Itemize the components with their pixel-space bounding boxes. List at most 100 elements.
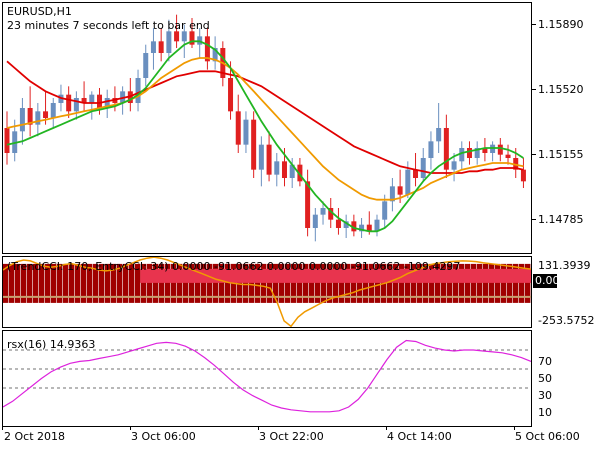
cci-histogram-bar: [87, 263, 93, 303]
cci-histogram-bar: [249, 263, 255, 303]
time-tick: [2, 426, 3, 430]
cci-histogram-bar: [69, 263, 75, 303]
cci-histogram-bar: [219, 263, 225, 303]
candle-body: [266, 144, 272, 175]
rsx-scale-label: 30: [538, 389, 552, 402]
cci-orange-line: [3, 257, 531, 327]
candle-body: [428, 141, 434, 158]
cci-histogram-bar: [45, 263, 51, 303]
cci-histogram-bar: [213, 263, 219, 303]
candle-body: [520, 169, 526, 182]
cci-histogram-bar: [261, 263, 267, 303]
rsx-scale-label: 10: [538, 406, 552, 419]
candle-body: [73, 98, 79, 112]
cci-histogram-bar: [141, 263, 147, 303]
cci-histogram-bar: [345, 263, 351, 303]
cci-histogram-bar: [405, 263, 411, 303]
rsx-header: rsx(16) 14.9363: [7, 338, 96, 351]
candle-body: [189, 31, 195, 45]
cci-histogram-bar: [123, 263, 129, 303]
rsx-indicator-panel[interactable]: rsx(16) 14.9363: [2, 330, 532, 427]
cci-histogram-bar: [99, 263, 105, 303]
cci-histogram-bar: [315, 263, 321, 303]
time-tick: [130, 426, 131, 430]
candle-body: [466, 148, 472, 158]
candle-body: [374, 219, 380, 232]
candle-body: [43, 111, 49, 118]
cci-histogram-bar: [291, 263, 297, 303]
cci-histogram-bar: [453, 263, 459, 303]
cci-header: (TrendCCI: 170, EntryCCI: 34) 0.0000 -91…: [7, 260, 461, 273]
cci-histogram-bar: [471, 263, 477, 303]
candle-body: [351, 221, 357, 232]
cci-histogram-bar: [519, 263, 525, 303]
price-label: 1.15520: [538, 83, 584, 96]
time-tick: [386, 426, 387, 430]
time-label: 5 Oct 06:00: [515, 430, 580, 443]
candle-body: [343, 221, 349, 228]
cci-histogram-bar: [15, 263, 21, 303]
cci-histogram-bar: [159, 263, 165, 303]
candle-body: [181, 31, 187, 42]
candle-body: [143, 53, 149, 78]
cci-histogram-bar: [279, 263, 285, 303]
price-label: 1.15155: [538, 148, 584, 161]
cci-histogram-bar: [483, 263, 489, 303]
green-moving-average: [6, 40, 524, 233]
cci-histogram-bar: [147, 263, 153, 303]
candle-body: [235, 111, 241, 145]
cci-histogram-bar: [447, 263, 453, 303]
cci-histogram-bar: [399, 263, 405, 303]
candle-body: [19, 108, 25, 132]
cci-histogram-bar: [273, 263, 279, 303]
cci-histogram-bar: [363, 263, 369, 303]
cci-plot: [3, 257, 531, 327]
cci-histogram-bar: [387, 263, 393, 303]
main-price-chart[interactable]: EURUSD,H1 23 minutes 7 seconds left to b…: [2, 2, 532, 254]
cci-current-value-badge: 0.00: [533, 274, 560, 288]
time-label: 2 Oct 2018: [4, 430, 66, 443]
orange-moving-average: [6, 57, 524, 201]
cci-histogram-bar: [177, 263, 183, 303]
cci-histogram-bar: [501, 263, 507, 303]
candle-body: [436, 128, 442, 142]
candle-body: [312, 214, 318, 228]
price-label: 1.14785: [538, 213, 584, 226]
cci-histogram-bar: [201, 263, 207, 303]
cci-indicator-panel[interactable]: (TrendCCI: 170, EntryCCI: 34) 0.0000 -91…: [2, 256, 532, 328]
candle-body: [150, 41, 156, 53]
cci-histogram-bar: [33, 263, 39, 303]
candle-body: [335, 219, 341, 228]
candle-body: [366, 224, 372, 232]
candle-body: [413, 169, 419, 178]
cci-histogram-bar: [129, 263, 135, 303]
cci-histogram-bar: [507, 263, 513, 303]
cci-histogram-bar: [135, 263, 141, 303]
cci-histogram-bar: [165, 263, 171, 303]
rsx-scale-label: 70: [538, 355, 552, 368]
cci-band: [140, 268, 531, 283]
candle-body: [174, 31, 180, 42]
candle-body: [27, 108, 33, 125]
candle-body: [212, 48, 218, 62]
candle-body: [289, 164, 295, 178]
cci-histogram-bar: [477, 263, 483, 303]
cci-histogram-bar: [411, 263, 417, 303]
candle-body: [405, 169, 411, 195]
cci-histogram-bar: [57, 263, 63, 303]
cci-histogram-bar: [9, 263, 15, 303]
cci-histogram-bar: [183, 263, 189, 303]
cci-histogram-bar: [243, 263, 249, 303]
candle-body: [166, 31, 172, 53]
price-candles: [4, 14, 526, 242]
candle-body: [320, 208, 326, 215]
candle-body: [482, 148, 488, 153]
candle-body: [505, 154, 511, 158]
cci-histogram-bar: [309, 263, 315, 303]
candle-body: [96, 94, 102, 108]
cci-histogram-bar: [39, 263, 45, 303]
candle-body: [443, 128, 449, 170]
cci-histogram-bar: [513, 263, 519, 303]
cci-histogram-bar: [525, 263, 531, 303]
cci-histogram-bar: [255, 263, 261, 303]
